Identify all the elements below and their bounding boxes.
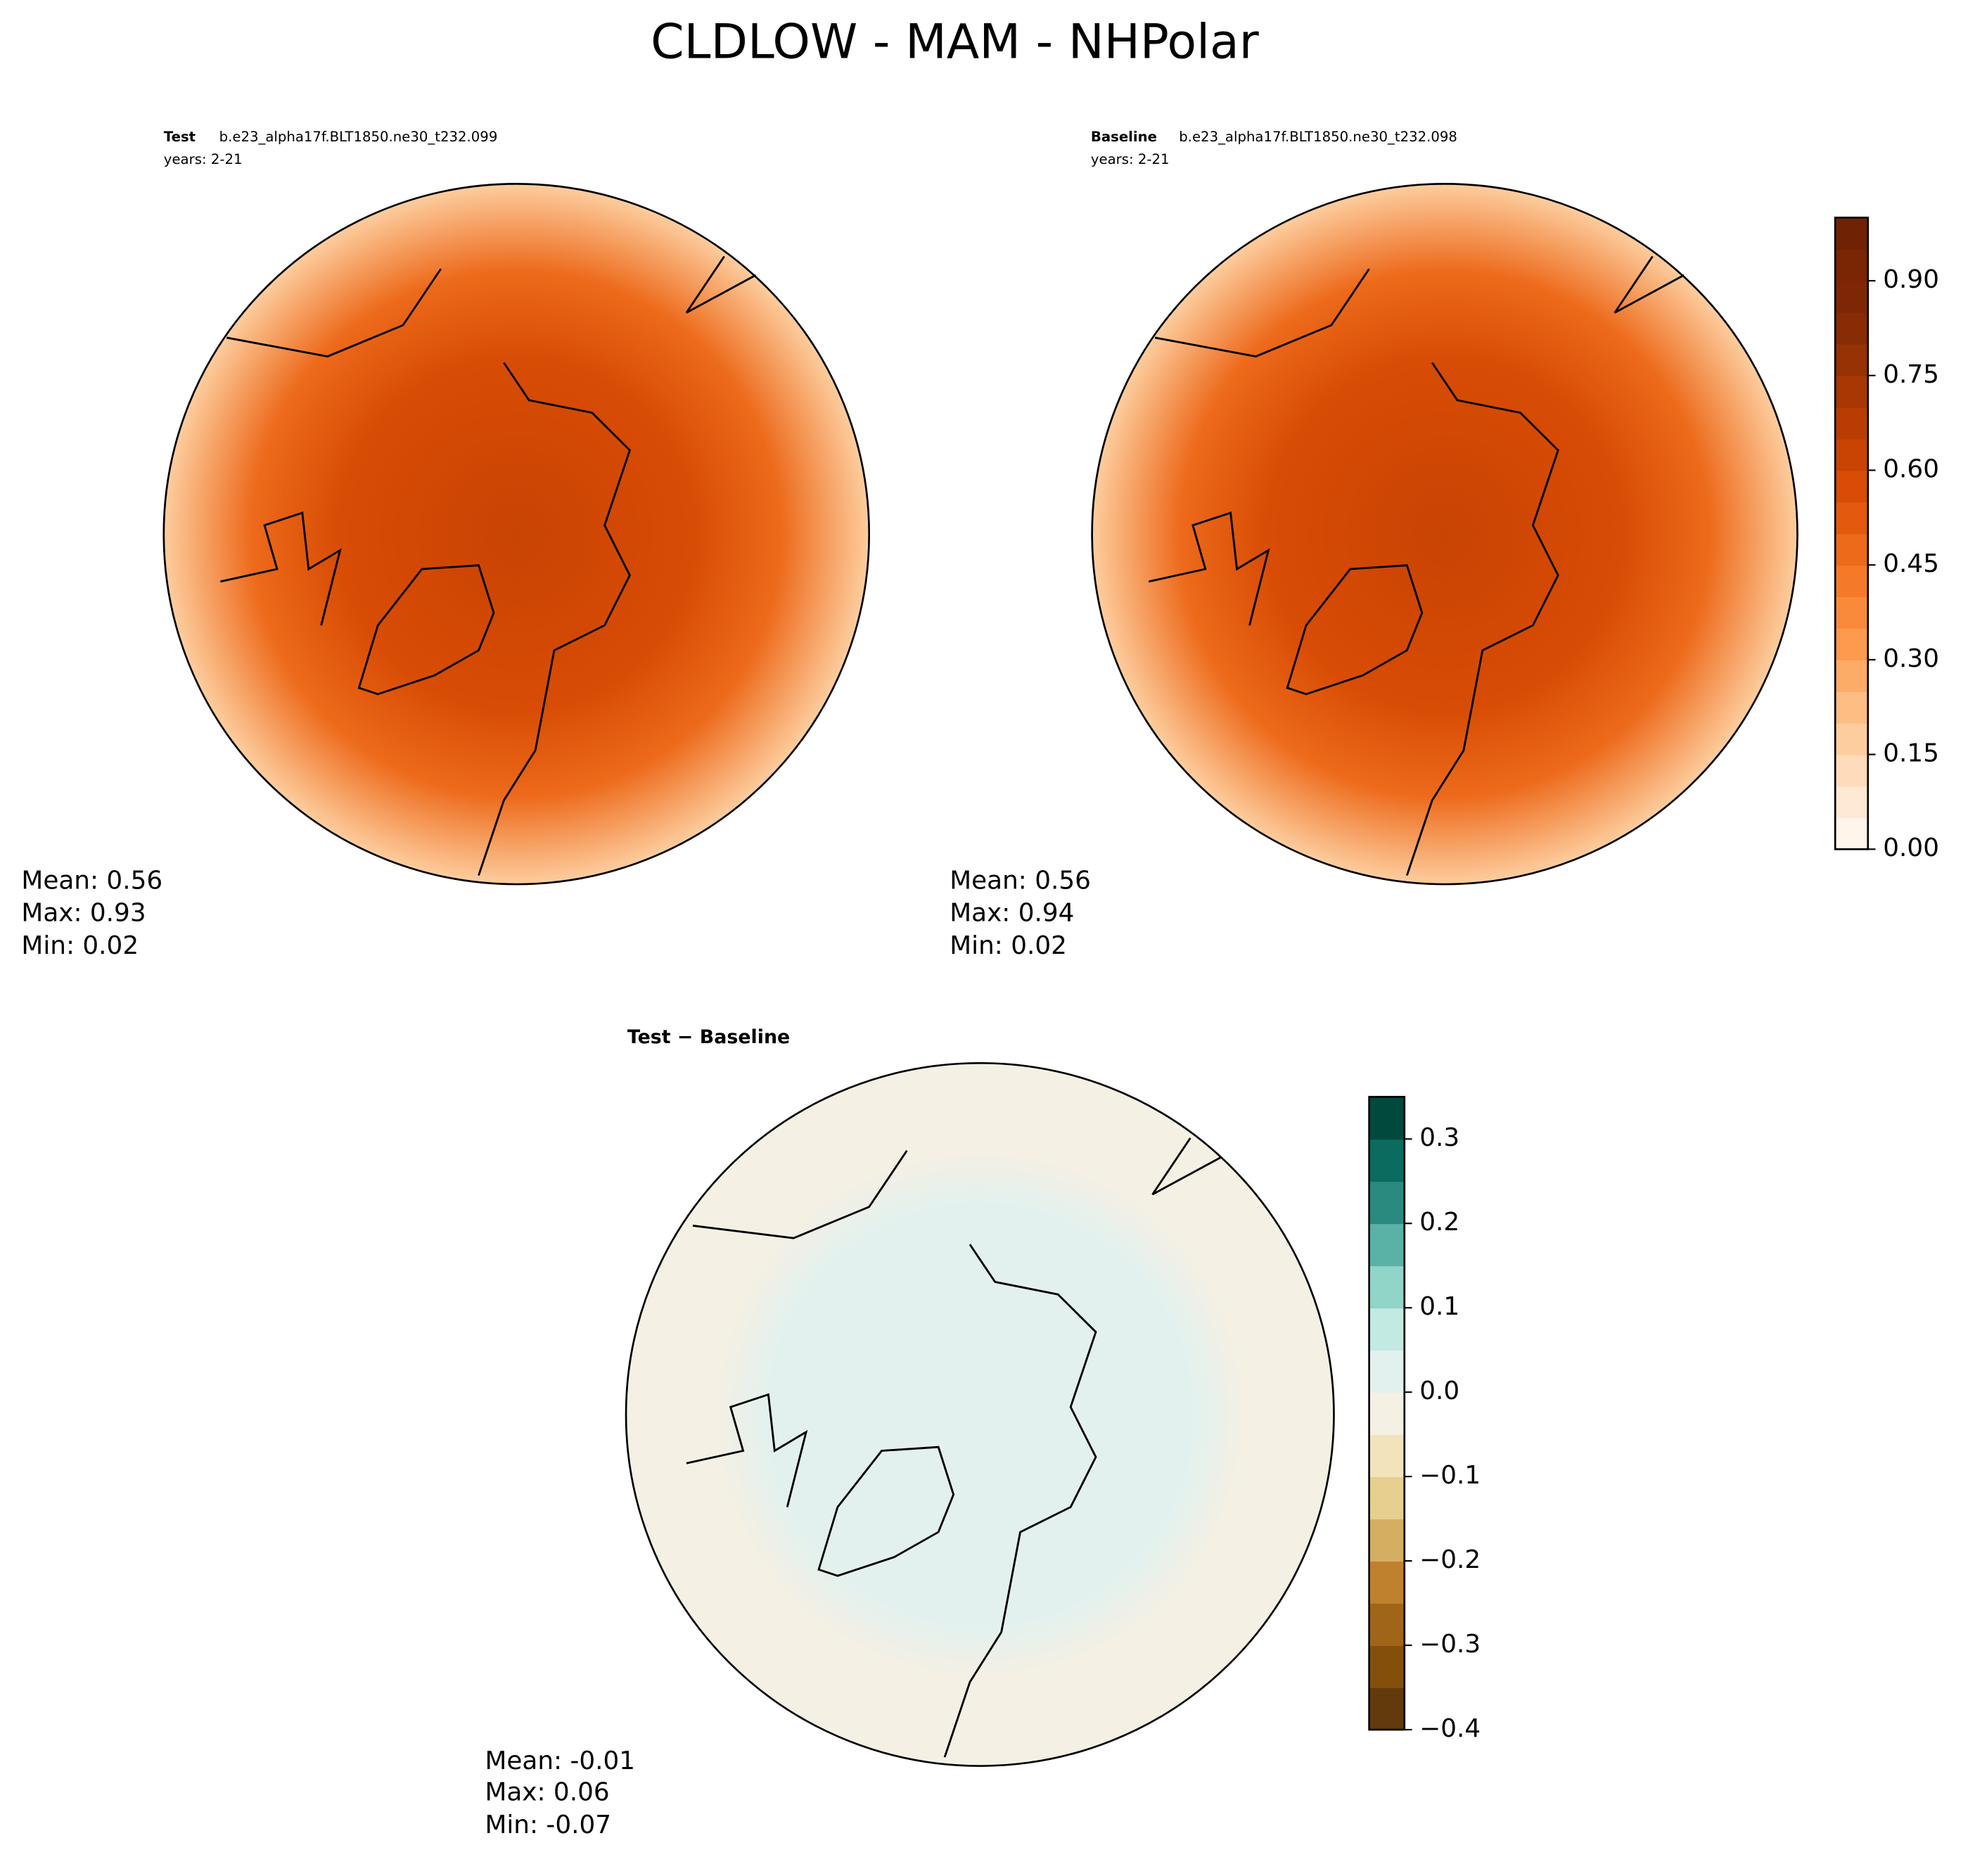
colorbar-tick-label: 0.15: [1883, 739, 1939, 768]
colorbar-band: [1369, 1519, 1405, 1562]
colorbar-band: [1835, 502, 1868, 535]
colorbar-band: [1835, 691, 1868, 724]
colorbar-tick-label: 0.1: [1419, 1292, 1459, 1321]
colorbar-band: [1369, 1350, 1405, 1393]
colorbar-tick-label: 0.2: [1419, 1208, 1459, 1237]
colorbar-band: [1835, 375, 1868, 408]
colorbar-tick-label: −0.1: [1419, 1461, 1481, 1490]
colorbar-tick-label: 0.75: [1883, 360, 1939, 389]
colorbar-band: [1835, 533, 1868, 566]
panel-label-bold: Baseline: [1091, 129, 1157, 145]
colorbar-band: [1835, 312, 1868, 345]
stat: Min: 0.02: [21, 931, 139, 960]
stat: Mean: 0.56: [950, 867, 1091, 895]
colorbar-band: [1835, 628, 1868, 661]
stat: Max: 0.94: [950, 899, 1074, 928]
panel-years: years: 2-21: [1091, 151, 1170, 167]
colorbar-tick-label: 0.3: [1419, 1123, 1459, 1152]
colorbar-tick-label: 0.0: [1419, 1377, 1459, 1405]
colorbar-band: [1835, 438, 1868, 471]
colorbar-band: [1835, 754, 1868, 787]
colorbar-tick-label: 0.30: [1883, 644, 1939, 673]
coastline: [220, 255, 757, 876]
panel-years: years: 2-21: [164, 151, 243, 167]
coastline: [686, 1137, 1222, 1758]
colorbar-band: [1369, 1181, 1405, 1225]
colorbar-band: [1835, 817, 1868, 850]
colorbar-tick-label: 0.45: [1883, 549, 1939, 578]
colorbar-tick-label: −0.4: [1419, 1714, 1481, 1743]
colorbar-band: [1369, 1265, 1405, 1309]
colorbar-band: [1369, 1139, 1405, 1182]
stat: Min: -0.07: [485, 1811, 611, 1839]
stat: Max: 0.06: [485, 1778, 609, 1807]
colorbar-tick-label: 0.60: [1883, 455, 1939, 484]
colorbar-band: [1835, 281, 1868, 313]
panel-label-bold: Test: [164, 129, 196, 145]
colorbar-band: [1835, 786, 1868, 819]
colorbar-band: [1369, 1645, 1405, 1688]
stat: Mean: -0.01: [485, 1747, 635, 1775]
colorbar-band: [1835, 722, 1868, 755]
colorbar-band: [1835, 659, 1868, 692]
stat: Mean: 0.56: [21, 867, 162, 895]
colorbar-band: [1369, 1223, 1405, 1267]
colorbar-band: [1369, 1434, 1405, 1477]
colorbar-band: [1369, 1392, 1405, 1436]
colorbar-frame: [1834, 217, 1869, 850]
panel-test: Test b.e23_alpha17f.BLT1850.ne30_t232.09…: [21, 129, 871, 960]
panel-label: b.e23_alpha17f.BLT1850.ne30_t232.098: [1179, 129, 1457, 145]
colorbar-band: [1835, 217, 1868, 250]
polar-map: [1091, 183, 1798, 886]
colorbar-tick-label: −0.3: [1419, 1630, 1481, 1659]
polar-map: [162, 183, 871, 886]
panel-label: b.e23_alpha17f.BLT1850.ne30_t232.099: [219, 129, 498, 145]
colorbar-band: [1835, 343, 1868, 376]
panel-label-bold: Test − Baseline: [627, 1026, 790, 1048]
colorbar-band: [1835, 596, 1868, 629]
colorbar-frame: [1368, 1095, 1406, 1731]
colorbar-band: [1369, 1308, 1405, 1351]
colorbar-band: [1369, 1603, 1405, 1646]
panel-diff: Test − Baseline Mean: -0.01 Max: 0.06 Mi…: [485, 1026, 1335, 1839]
polar-map: [625, 1061, 1335, 1767]
colorbar-band: [1369, 1476, 1405, 1519]
colorbar-band: [1835, 249, 1868, 282]
colorbar-band: [1835, 470, 1868, 503]
stat: Min: 0.02: [950, 931, 1067, 960]
stat: Max: 0.93: [21, 899, 146, 928]
coastline: [1148, 255, 1685, 876]
figure-title: CLDLOW - MAM - NHPolar: [651, 14, 1259, 70]
colorbar-band: [1369, 1561, 1405, 1604]
colorbar-band: [1835, 407, 1868, 440]
colorbar-tick-label: 0.00: [1883, 834, 1939, 862]
colorbar-band: [1835, 565, 1868, 597]
colorbar-tick-label: −0.2: [1419, 1545, 1481, 1574]
colorbar-band: [1369, 1687, 1405, 1730]
colorbar-band: [1369, 1097, 1405, 1140]
panel-baseline: Baseline b.e23_alpha17f.BLT1850.ne30_t23…: [950, 129, 1798, 960]
colorbar-tick-label: 0.90: [1883, 265, 1939, 294]
